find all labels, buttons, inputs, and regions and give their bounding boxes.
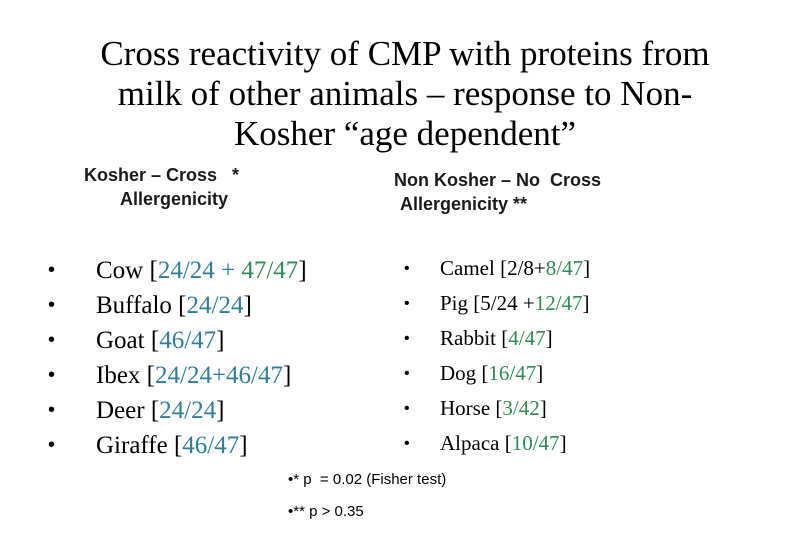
bracket-close: ] [243,292,252,319]
non-kosher-animal-list: • Camel [2/8+8/47] • Pig [5/24 +12/47] • Ra… [404,251,591,461]
ratio-value: 47/47 [241,257,299,284]
bracket-open: [ [499,431,512,455]
bracket-close: ] [239,432,248,459]
bracket-open: [ [496,326,509,350]
bracket-close: ] [582,291,590,315]
bracket-open: [ [143,257,158,284]
list-item: • Buffalo [24/24] [48,288,307,323]
ratio-value: 12/47 [534,291,583,315]
bracket-open: [ [144,327,160,354]
bullet-icon: • [404,365,410,382]
list-item: • Ibex [24/24+46/47] [48,358,307,393]
bullet-icon: • [48,364,56,386]
animal-name: Giraffe [96,432,168,459]
ratio-value: 4/47 [508,326,546,350]
list-item: • Cow [24/24 + 47/47] [48,253,307,288]
list-item: • Rabbit [4/47] [404,321,590,356]
animal-name: Camel [440,256,495,280]
ratio-value: 46/47 [182,432,240,459]
bracket-open: [ [171,292,187,319]
list-item: • Alpaca [10/47] [404,426,590,461]
kosher-heading-line-1: Kosher – Cross * [84,165,240,185]
list-item: • Deer [24/24] [48,393,307,428]
bracket-open: [ [476,361,489,385]
ratio-value: 24/24 [186,292,244,319]
bracket-open: [ [144,397,160,424]
bracket-close: ] [536,361,544,385]
bullet-icon: • [48,399,56,421]
footnote-non-kosher-p-value: •** p > 0.35 [288,503,364,520]
ratio-value: 8/47 [545,256,584,280]
animal-name: Deer [96,397,145,424]
title-line-3: Kosher “age dependent” [233,114,577,153]
list-item: • Camel [2/8+8/47] [404,251,591,286]
bracket-open: [ [167,432,183,459]
ratio-value: 46/47 [159,327,217,354]
bullet-icon: • [404,295,410,312]
ratio-value: 3/42 [502,396,540,420]
bullet-icon: • [48,434,56,456]
animal-name: Alpaca [440,431,500,455]
list-item: • Goat [46/47] [48,323,307,358]
bracket-close: ] [216,397,225,424]
bullet-icon: • [48,329,56,351]
ratio-value: 24/24 [159,397,217,424]
animal-name: Cow [96,257,144,284]
list-item: • Dog [16/47] [404,356,590,391]
non-kosher-heading: Non Kosher – No Cross Allergenicity ** [394,168,601,216]
footnote-kosher-p-value: •* p = 0.02 (Fisher test) [288,471,447,488]
animal-name: Ibex [96,362,141,389]
bracket-close: ] [216,327,225,354]
list-item: • Giraffe [46/47] [48,428,307,463]
title-line-2: milk of other animals – response to Non- [117,74,693,113]
bracket-open: [2/8+ [494,256,546,280]
non-kosher-heading-line-1: Non Kosher – No Cross [394,170,602,190]
ratio-value: 24/24+46/47 [155,362,283,389]
kosher-heading: Kosher – Cross * Allergenicity [84,163,239,211]
bracket-open: [ [490,396,503,420]
animal-name: Pig [440,291,469,315]
slide-title: Cross reactivity of CMP with proteins fr… [60,34,750,154]
kosher-heading-line-2: Allergenicity [120,189,229,209]
bracket-open: [ [140,362,155,389]
bracket-close: ] [298,257,307,284]
bracket-open: [5/24 + [468,291,535,315]
animal-name: Rabbit [440,326,496,350]
kosher-animal-list: • Cow [24/24 + 47/47] • Buffalo [24/24] • G… [48,253,307,463]
bullet-icon: • [404,330,410,347]
bracket-close: ] [283,362,292,389]
animal-name: Goat [96,327,145,354]
list-item: • Horse [3/42] [404,391,590,426]
bracket-close: ] [545,326,553,350]
list-item: • Pig [5/24 +12/47] [404,286,590,321]
animal-name: Buffalo [96,292,172,319]
bracket-close: ] [559,431,567,455]
bracket-close: ] [583,256,591,280]
title-line-1: Cross reactivity of CMP with proteins fr… [100,34,710,73]
bullet-icon: • [404,435,410,452]
animal-name: Dog [440,361,477,385]
ratio-value: 16/47 [488,361,537,385]
bullet-icon: • [404,260,410,277]
bullet-icon: • [48,259,56,281]
ratio-value: 10/47 [511,431,560,455]
ratio-value: 24/24 + [157,257,242,284]
bullet-icon: • [404,400,410,417]
bracket-close: ] [539,396,547,420]
animal-name: Horse [440,396,491,420]
bullet-icon: • [48,294,56,316]
non-kosher-heading-line-2: Allergenicity ** [400,194,528,214]
